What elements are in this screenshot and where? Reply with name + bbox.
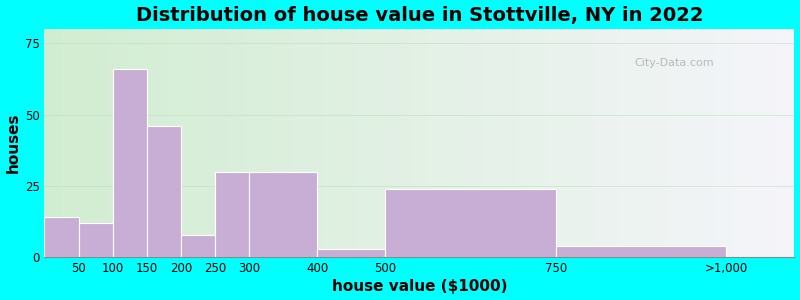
Text: City-Data.com: City-Data.com	[634, 58, 714, 68]
Bar	[113, 69, 146, 257]
Bar	[249, 172, 317, 257]
Y-axis label: houses: houses	[6, 113, 21, 173]
Bar	[556, 246, 726, 257]
Bar	[317, 249, 386, 257]
Bar	[181, 235, 215, 257]
Bar	[78, 223, 113, 257]
Title: Distribution of house value in Stottville, NY in 2022: Distribution of house value in Stottvill…	[136, 6, 703, 25]
Bar	[215, 172, 249, 257]
Bar	[146, 126, 181, 257]
X-axis label: house value ($1000): house value ($1000)	[332, 279, 507, 294]
Bar	[386, 189, 556, 257]
Bar	[45, 218, 78, 257]
